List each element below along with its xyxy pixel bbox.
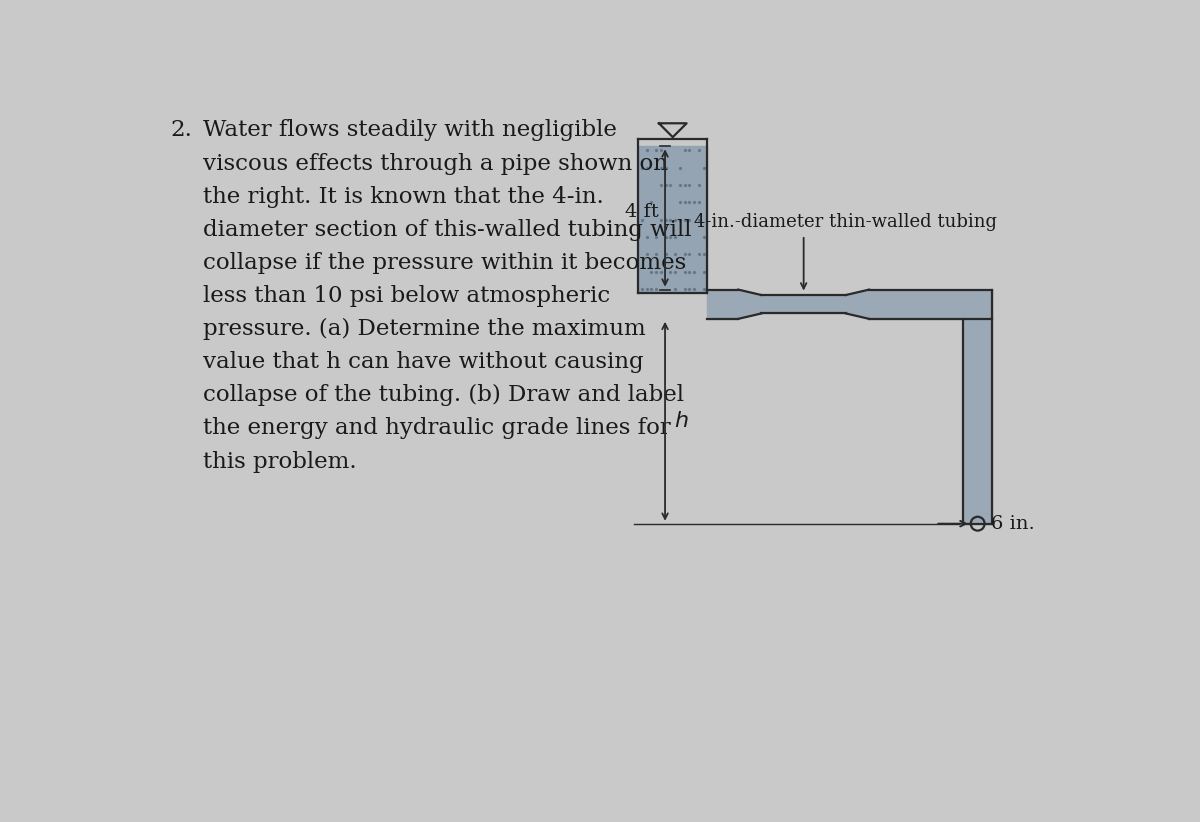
Text: 2.: 2.: [170, 119, 192, 141]
Text: this problem.: this problem.: [203, 450, 356, 473]
Text: $h$: $h$: [674, 410, 689, 432]
Text: less than 10 psi below atmospheric: less than 10 psi below atmospheric: [203, 285, 611, 307]
Text: collapse if the pressure within it becomes: collapse if the pressure within it becom…: [203, 252, 686, 274]
Text: the right. It is known that the 4-in.: the right. It is known that the 4-in.: [203, 186, 604, 208]
Polygon shape: [846, 289, 869, 319]
Polygon shape: [761, 295, 846, 313]
Text: Water flows steadily with negligible: Water flows steadily with negligible: [203, 119, 617, 141]
Text: diameter section of this-walled tubing will: diameter section of this-walled tubing w…: [203, 219, 691, 241]
Text: 6 in.: 6 in.: [991, 515, 1034, 533]
Polygon shape: [708, 289, 738, 319]
Text: collapse of the tubing. (b) Draw and label: collapse of the tubing. (b) Draw and lab…: [203, 385, 684, 406]
Polygon shape: [964, 289, 992, 524]
Polygon shape: [869, 289, 992, 319]
Text: pressure. (a) Determine the maximum: pressure. (a) Determine the maximum: [203, 318, 646, 340]
Text: the energy and hydraulic grade lines for: the energy and hydraulic grade lines for: [203, 418, 671, 440]
Text: 4-in.-diameter thin-walled tubing: 4-in.-diameter thin-walled tubing: [695, 213, 997, 231]
Text: viscous effects through a pipe shown on: viscous effects through a pipe shown on: [203, 153, 668, 174]
Polygon shape: [738, 289, 761, 319]
Text: value that h can have without causing: value that h can have without causing: [203, 351, 643, 373]
Text: 4 ft: 4 ft: [625, 203, 659, 221]
